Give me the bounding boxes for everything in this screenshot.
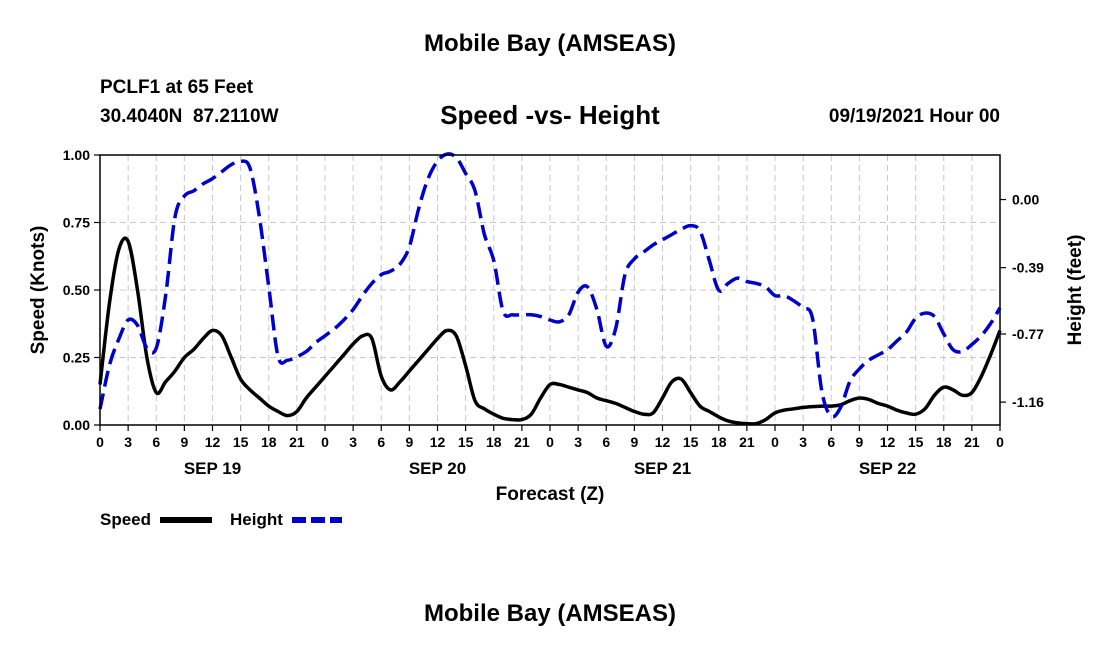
- x-tick-label: 18: [936, 434, 952, 450]
- y2-axis-title: Height (feet): [1065, 235, 1086, 346]
- x-tick-label: 6: [827, 434, 835, 450]
- x-tick-label: 0: [321, 434, 329, 450]
- x-tick-label: 0: [771, 434, 779, 450]
- x-tick-label: 15: [908, 434, 924, 450]
- y-tick-label: 0.00: [63, 417, 90, 433]
- x-tick-label: 12: [430, 434, 446, 450]
- x-tick-label: 15: [233, 434, 249, 450]
- x-tick-label: 9: [630, 434, 638, 450]
- x-tick-label: 3: [799, 434, 807, 450]
- series-layer: [98, 152, 1002, 426]
- x-tick-label: 12: [655, 434, 671, 450]
- y-tick-label: 0.25: [63, 350, 90, 366]
- axes: 0 3 6 9 12 15 18 21 0 3 6 9 12 15 18 21 0 3 6 9 12 15 18 21 0 3 6 9…: [63, 147, 1044, 478]
- x-tick-label: 6: [377, 434, 385, 450]
- y-axis-title: Speed (Knots): [28, 226, 49, 355]
- chart-subtitle: Speed -vs- Height: [440, 100, 660, 130]
- x-tick-label: 6: [152, 434, 160, 450]
- forecast-datetime: 09/19/2021 Hour 00: [828, 106, 1000, 127]
- y2-tick-label: -0.77: [1012, 326, 1044, 342]
- x-tick-label: 0: [996, 434, 1004, 450]
- x-tick-label: 9: [855, 434, 863, 450]
- y-tick-label: 1.00: [63, 147, 90, 163]
- legend: Speed Height: [100, 510, 342, 529]
- x-tick-label: 9: [405, 434, 413, 450]
- x-day-label: SEP 22: [859, 459, 916, 478]
- x-tick-label: 0: [96, 434, 104, 450]
- series-line-speed: [98, 236, 1002, 426]
- x-tick-label: 12: [880, 434, 896, 450]
- x-axis-title: Forecast (Z): [496, 484, 605, 505]
- chart-title-top: Mobile Bay (AMSEAS): [423, 30, 677, 57]
- x-tick-label: 0: [546, 434, 554, 450]
- station-label: PCLF1 at 65 Feet: [100, 77, 254, 98]
- x-tick-label: 18: [711, 434, 727, 450]
- x-tick-label: 21: [964, 434, 980, 450]
- x-tick-label: 12: [205, 434, 221, 450]
- legend-speed-label: Speed: [100, 510, 151, 529]
- y2-tick-label: -1.16: [1012, 394, 1044, 410]
- x-day-label: SEP 20: [409, 459, 466, 478]
- x-day-label: SEP 19: [184, 459, 241, 478]
- series-line-height: [98, 152, 1002, 419]
- x-tick-label: 21: [514, 434, 530, 450]
- x-tick-label: 15: [458, 434, 474, 450]
- chart-title-bottom: Mobile Bay (AMSEAS): [423, 600, 677, 627]
- x-tick-label: 18: [486, 434, 502, 450]
- coordinates-label: 30.4040N 87.2110W: [100, 106, 279, 127]
- y-tick-label: 0.75: [63, 215, 90, 231]
- x-tick-label: 21: [289, 434, 305, 450]
- x-tick-label: 18: [261, 434, 277, 450]
- x-tick-label: 6: [602, 434, 610, 450]
- y2-tick-label: 0.00: [1012, 192, 1039, 208]
- x-day-label: SEP 21: [634, 459, 691, 478]
- legend-height-label: Height: [230, 510, 283, 529]
- x-tick-label: 9: [180, 434, 188, 450]
- x-tick-label: 3: [574, 434, 582, 450]
- x-tick-label: 15: [683, 434, 699, 450]
- x-tick-label: 3: [349, 434, 357, 450]
- grid: [100, 155, 1000, 425]
- x-tick-label: 21: [739, 434, 755, 450]
- x-tick-label: 3: [124, 434, 132, 450]
- y-tick-label: 0.50: [63, 282, 90, 298]
- y2-tick-label: -0.39: [1012, 260, 1044, 276]
